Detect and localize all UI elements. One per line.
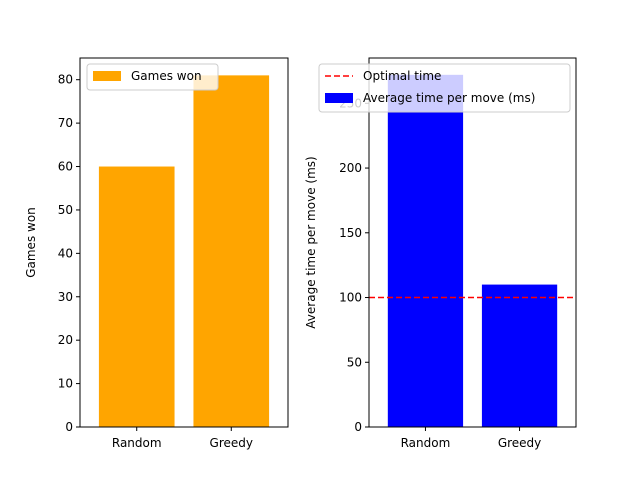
games-won-y-tick-label: 40 [58, 246, 73, 260]
time-per-move-y-tick-label: 50 [347, 355, 362, 369]
time-per-move-y-axis-label: Average time per move (ms) [304, 156, 318, 328]
time-per-move-y-axis: 050100150200250 [339, 96, 369, 434]
games-won-x-tick-label-random: Random [112, 436, 162, 450]
games-won-y-tick-label: 70 [58, 116, 73, 130]
time-per-move-y-tick-label: 0 [354, 420, 362, 434]
time-per-move-legend-label-optimal-time: Optimal time [363, 69, 441, 83]
time-per-move-x-axis: Random Greedy [401, 427, 541, 450]
games-won-legend-frame [86, 63, 219, 91]
time-per-move-bar-greedy [481, 284, 558, 427]
games-won-bar-greedy [193, 75, 270, 427]
games-won-chart: 0 10 20 30 40 50 60 70 80 Random Greedy Games won… [24, 57, 289, 450]
games-won-y-tick-label: 10 [58, 377, 73, 391]
games-won-x-tick-label-greedy: Greedy [210, 436, 253, 450]
time-per-move-y-tick-label: 200 [339, 161, 362, 175]
games-won-legend: Games won [86, 63, 219, 91]
games-won-bar-random [98, 166, 175, 427]
time-per-move-x-tick-label-greedy: Greedy [498, 436, 541, 450]
games-won-y-tick-label: 0 [65, 420, 73, 434]
games-won-y-axis: 0 10 20 30 40 50 60 70 80 [58, 73, 80, 434]
time-per-move-legend: Optimal time Average time per move (ms) [318, 63, 571, 113]
games-won-y-tick-label: 30 [58, 290, 73, 304]
games-won-legend-swatch-games-won [93, 71, 121, 81]
time-per-move-x-tick-label-random: Random [401, 436, 451, 450]
games-won-y-tick-label: 20 [58, 333, 73, 347]
games-won-y-axis-label: Games won [24, 207, 38, 278]
games-won-bars [98, 75, 270, 427]
games-won-plot-frame [79, 57, 289, 428]
time-per-move-legend-frame [318, 63, 571, 113]
time-per-move-y-tick-label: 100 [339, 291, 362, 305]
games-won-y-tick-label: 50 [58, 203, 73, 217]
games-won-y-tick-label: 80 [58, 73, 73, 87]
time-per-move-legend-swatch-average-time-per-move-ms [325, 93, 353, 103]
time-per-move-y-tick-label: 150 [339, 226, 362, 240]
games-won-y-tick-label: 60 [58, 160, 73, 174]
time-per-move-legend-label-average-time-per-move-ms: Average time per move (ms) [363, 91, 535, 105]
games-won-x-axis: Random Greedy [112, 427, 253, 450]
time-per-move-bar-random [387, 74, 464, 428]
games-won-legend-label-games-won: Games won [131, 69, 202, 83]
time-per-move-bars [387, 74, 558, 428]
time-per-move-plot-frame [368, 57, 577, 428]
